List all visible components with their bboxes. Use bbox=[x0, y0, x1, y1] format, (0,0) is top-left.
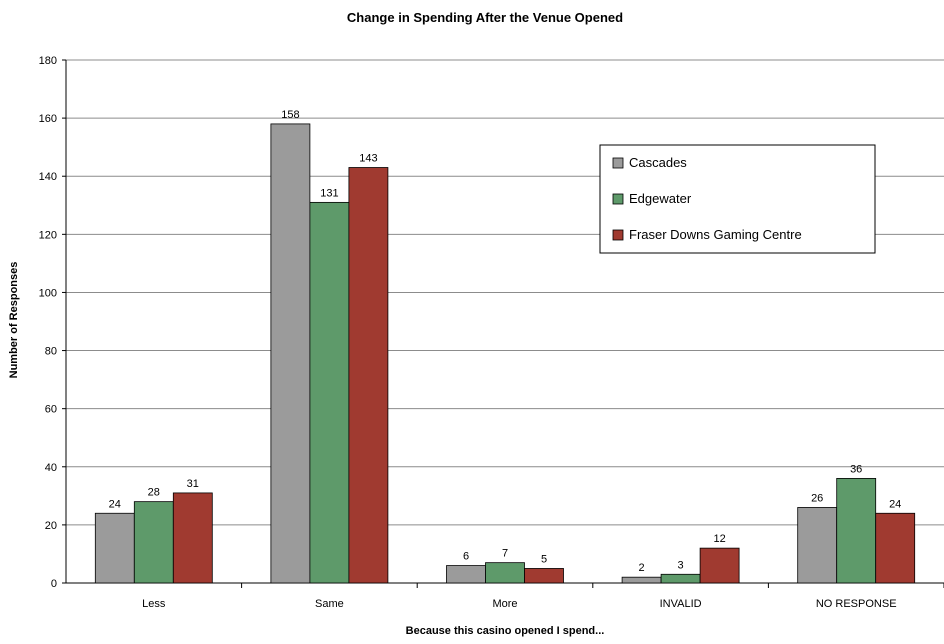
y-tick-label: 180 bbox=[39, 55, 57, 67]
chart-title: Change in Spending After the Venue Opene… bbox=[347, 10, 623, 25]
legend-swatch bbox=[612, 229, 624, 241]
bar bbox=[348, 167, 389, 584]
data-labels: 24 28 31 158 131 143 6 7 5 2 3 12 26 36 24 bbox=[109, 109, 902, 574]
data-label: 143 bbox=[359, 153, 377, 165]
legend-box bbox=[599, 144, 876, 254]
bar bbox=[660, 573, 701, 584]
category-label: NO RESPONSE bbox=[816, 598, 897, 610]
legend-swatch bbox=[612, 193, 624, 205]
category-label: INVALID bbox=[660, 598, 702, 610]
data-label: 6 bbox=[463, 551, 469, 563]
data-label: 131 bbox=[320, 187, 338, 199]
data-label: 3 bbox=[678, 559, 684, 571]
data-label: 5 bbox=[541, 553, 547, 565]
y-axis-label: Number of Responses bbox=[8, 262, 20, 379]
data-label: 24 bbox=[109, 498, 121, 510]
y-tick-label: 100 bbox=[39, 287, 57, 299]
y-tick-label: 120 bbox=[39, 229, 57, 241]
legend-swatch bbox=[612, 157, 624, 169]
bars bbox=[94, 123, 916, 584]
bar bbox=[797, 507, 838, 584]
data-label: 36 bbox=[850, 463, 862, 475]
bar bbox=[875, 512, 916, 584]
y-tick-label: 60 bbox=[45, 404, 57, 416]
data-label: 12 bbox=[713, 533, 725, 545]
data-label: 7 bbox=[502, 548, 508, 560]
legend-label: Edgewater bbox=[629, 191, 692, 206]
bar bbox=[94, 512, 135, 584]
data-label: 26 bbox=[811, 492, 823, 504]
legend: Cascades Edgewater Fraser Downs Gaming Cen… bbox=[599, 144, 876, 254]
category-label: More bbox=[492, 598, 517, 610]
category-label: Less bbox=[142, 598, 166, 610]
legend-label: Cascades bbox=[629, 155, 687, 170]
bar bbox=[524, 568, 564, 584]
bar bbox=[309, 201, 350, 584]
bar bbox=[699, 547, 740, 584]
y-tick-label: 40 bbox=[45, 462, 57, 474]
bar bbox=[836, 477, 877, 584]
y-tick-label: 0 bbox=[51, 578, 57, 590]
y-tick-label: 160 bbox=[39, 113, 57, 125]
data-label: 2 bbox=[639, 562, 645, 574]
gridlines bbox=[66, 59, 944, 526]
bar bbox=[172, 492, 213, 584]
data-label: 31 bbox=[187, 478, 199, 490]
data-label: 158 bbox=[281, 109, 299, 121]
bar bbox=[133, 501, 174, 584]
data-label: 28 bbox=[148, 487, 160, 499]
bar bbox=[621, 576, 662, 584]
legend-label: Fraser Downs Gaming Centre bbox=[629, 227, 802, 242]
y-tick-label: 80 bbox=[45, 346, 57, 358]
bar bbox=[446, 565, 486, 584]
bar bbox=[270, 123, 311, 584]
data-label: 24 bbox=[889, 498, 901, 510]
category-label: Same bbox=[315, 598, 344, 610]
bar bbox=[485, 562, 525, 584]
axes: 0 20 40 60 80 100 120 140 160 180 Less Same More INVA… bbox=[39, 55, 944, 610]
y-tick-label: 140 bbox=[39, 171, 57, 183]
x-axis-label: Because this casino opened I spend... bbox=[406, 625, 605, 637]
y-tick-label: 20 bbox=[45, 520, 57, 532]
